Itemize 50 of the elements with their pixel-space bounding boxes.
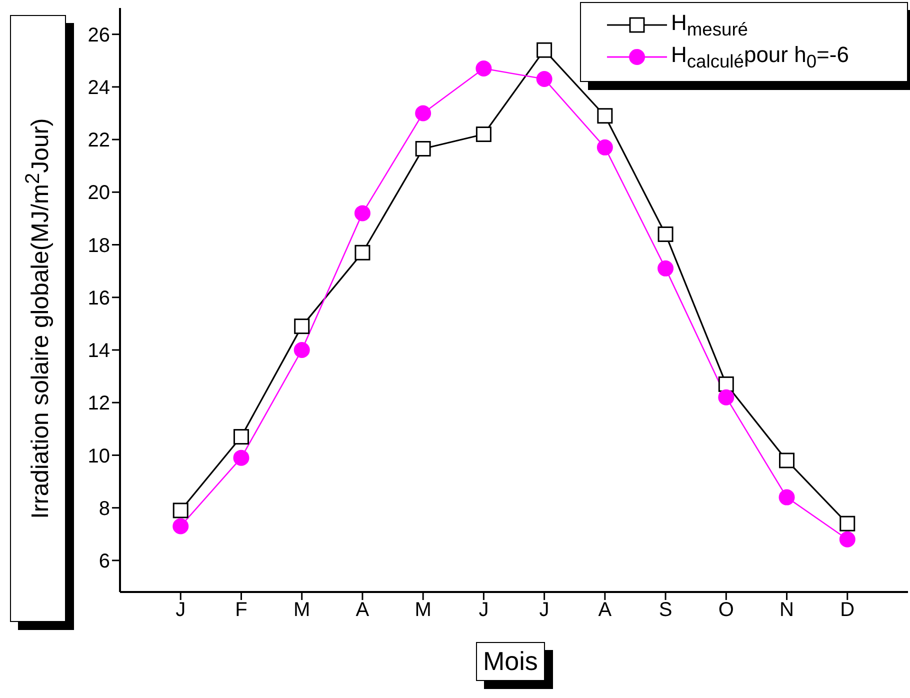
legend-label: H$_{mesuré}$ <box>671 10 748 40</box>
y-tick-label: 16 <box>88 287 110 310</box>
y-tick-label: 10 <box>88 445 110 468</box>
point <box>354 244 370 260</box>
y-tick-label: 8 <box>98 498 110 520</box>
x-tick-label: F <box>235 599 248 622</box>
point <box>658 260 674 276</box>
point <box>172 502 188 518</box>
point <box>779 452 795 468</box>
legend-label: H$_{calculé}$pour h$_{0}$=-6 <box>671 42 849 72</box>
point <box>596 139 613 156</box>
y-tick-label: 18 <box>88 234 110 257</box>
point <box>718 389 734 406</box>
point <box>597 108 613 124</box>
y-tick-label: 12 <box>88 392 110 415</box>
point <box>658 226 674 242</box>
x-tick-label: O <box>718 599 734 622</box>
point <box>415 105 432 122</box>
x-tick-label: M <box>414 599 432 622</box>
x-tick-label: J <box>478 599 489 622</box>
point <box>294 318 310 334</box>
point <box>840 516 856 532</box>
point <box>536 71 552 88</box>
point <box>294 342 310 358</box>
y-tick-label: 14 <box>88 340 110 362</box>
point <box>476 60 492 77</box>
point <box>415 140 431 156</box>
x-tick-label: A <box>356 599 370 622</box>
y-tick-label: 22 <box>88 130 110 152</box>
point <box>778 489 795 506</box>
x-tick-label: A <box>598 599 612 622</box>
y-tick-label: 24 <box>88 77 110 100</box>
y-tick-label: 26 <box>88 24 110 46</box>
point <box>172 518 189 534</box>
x-tick-label: N <box>780 599 794 622</box>
point <box>233 450 250 466</box>
point <box>839 531 856 548</box>
point <box>718 376 734 392</box>
point <box>233 429 249 445</box>
x-tick-label: J <box>539 599 550 622</box>
point <box>536 42 552 58</box>
point <box>476 126 492 142</box>
x-tick-label: S <box>658 599 672 622</box>
x-tick-label: D <box>840 599 855 622</box>
x-axis-title: Mois <box>476 642 545 681</box>
x-tick-label: J <box>176 599 186 622</box>
y-tick-label: 6 <box>98 550 110 573</box>
x-tick-label: M <box>294 599 310 622</box>
y-tick-label: 20 <box>88 182 110 204</box>
point <box>354 205 370 222</box>
